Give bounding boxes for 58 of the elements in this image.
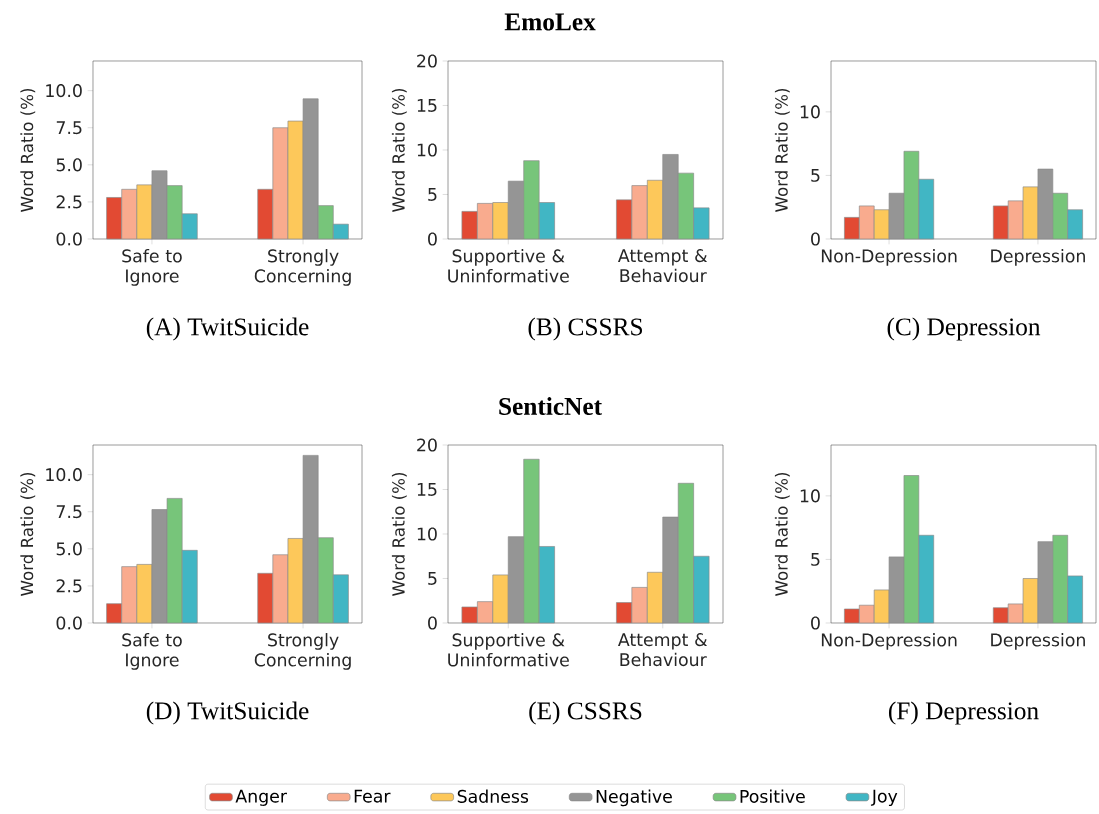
y-tick-label: 10.0 (46, 84, 82, 98)
y-tick-label: 5.0 (56, 542, 82, 556)
y-axis-title: Word Ratio (%) (774, 472, 790, 596)
y-axis-title: Word Ratio (%) (391, 88, 407, 212)
y-tick-label: 20 (417, 54, 437, 68)
x-tick-label: Attempt & Behaviour (617, 249, 708, 283)
y-tick-label: 10 (417, 143, 437, 157)
legend-label: Anger (235, 789, 287, 806)
y-tick-label: 2.5 (56, 579, 82, 593)
legend-label: Joy (870, 789, 898, 806)
x-tick-label: Supportive & Uninformative (448, 249, 569, 283)
legend-label: Negative (596, 789, 672, 807)
y-tick-label: 0 (811, 232, 820, 246)
y-tick-label: 10 (800, 105, 820, 119)
y-tick-label: 5 (811, 552, 820, 566)
x-tick-label: Depression (991, 633, 1085, 650)
text: SenticNet (499, 397, 602, 415)
x-tick-label: Safe to Ignore (122, 249, 182, 286)
y-axis-title: Word Ratio (%) (20, 472, 36, 596)
y-tick-label: 5 (811, 168, 820, 182)
y-tick-label: 5 (428, 572, 437, 585)
y-axis-title: Word Ratio (%) (20, 88, 36, 212)
text: (B) CSSRS (528, 317, 642, 341)
y-tick-label: 7.5 (56, 505, 82, 519)
text: EmoLex (504, 13, 596, 31)
y-tick-label: 0.0 (56, 616, 82, 630)
y-tick-label: 0.0 (56, 232, 82, 246)
y-tick-label: 5 (428, 188, 437, 201)
legend-label: Fear (354, 789, 391, 803)
x-tick-label: Non-Depression (821, 633, 957, 650)
legend-label: Sadness (457, 789, 529, 803)
y-axis-title: Word Ratio (%) (391, 472, 407, 596)
y-tick-label: 7.5 (56, 121, 82, 135)
y-tick-label: 0 (428, 232, 437, 246)
text: (C) Depression (887, 317, 1041, 341)
text: (A) TwitSuicide (146, 317, 309, 341)
text: (D) TwitSuicide (146, 701, 309, 725)
x-tick-label: Depression (991, 249, 1085, 266)
y-tick-label: 15 (417, 483, 437, 496)
legend-label: Positive (740, 789, 805, 803)
y-tick-label: 10 (417, 527, 437, 541)
text: (E) CSSRS (529, 701, 642, 725)
x-tick-label: Supportive & Uninformative (448, 633, 569, 667)
y-tick-label: 5.0 (56, 158, 82, 172)
y-tick-label: 10.0 (46, 468, 82, 482)
text: (F) Depression (888, 701, 1039, 725)
x-tick-label: Strongly Concerning (254, 249, 351, 286)
x-tick-label: Attempt & Behaviour (617, 633, 708, 667)
y-tick-label: 0 (428, 616, 437, 630)
y-tick-label: 15 (417, 99, 437, 112)
y-tick-label: 20 (417, 438, 437, 452)
x-tick-label: Safe to Ignore (122, 633, 182, 670)
x-tick-label: Strongly Concerning (254, 633, 351, 670)
x-tick-label: Non-Depression (821, 249, 957, 266)
y-tick-label: 2.5 (56, 195, 82, 209)
y-tick-label: 0 (811, 616, 820, 630)
y-tick-label: 10 (800, 489, 820, 503)
y-axis-title: Word Ratio (%) (774, 88, 790, 212)
